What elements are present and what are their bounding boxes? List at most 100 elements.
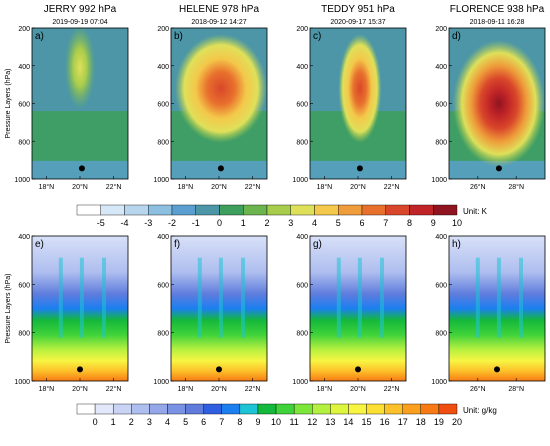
moist-column (475, 257, 480, 338)
colorbar-label: 16 (380, 417, 390, 427)
x-tick-label: 20°N (211, 385, 227, 393)
y-tick-label: 200 (157, 26, 169, 33)
colorbar-swatch (384, 403, 403, 415)
colorbar-swatch (94, 403, 114, 415)
x-tick-label: 20°N (72, 183, 88, 191)
colorbar-swatch (293, 403, 313, 415)
x-tick-label: 18°N (178, 183, 194, 191)
colorbar-label: 6 (359, 218, 364, 228)
moist-column (102, 257, 106, 338)
panel-time: 2018-09-11 16:28 (470, 19, 525, 26)
colorbar-label: 1 (241, 218, 246, 228)
storm-center-icon (216, 366, 222, 373)
y-tick-label: 600 (296, 282, 308, 289)
panel-label: a) (35, 31, 44, 42)
colorbar-label: 14 (343, 417, 353, 427)
colorbar-label: 8 (237, 417, 242, 427)
moist-column (79, 257, 84, 338)
y-tick-label: 400 (296, 234, 308, 241)
y-tick-label: 400 (157, 64, 169, 71)
y-tick-label: 1000 (14, 177, 30, 184)
panel-f: f) 400 600 800 1000 18°N 20°N 22°N (153, 234, 268, 393)
colorbar-swatch (76, 204, 101, 216)
colorbar-label: 7 (383, 218, 388, 228)
y-tick-label: 600 (435, 282, 447, 289)
colorbar-label: 15 (362, 417, 372, 427)
x-tick-label: 26°N (470, 385, 486, 393)
x-tick-label: 28°N (508, 183, 524, 191)
x-tick-label: 28°N (508, 385, 524, 393)
colorbar-swatch (76, 403, 96, 415)
panel-a: JERRY 992 hPa 2019-09-19 07:04 a) 200 400 600… (5, 4, 129, 191)
colorbar-swatch (438, 403, 458, 415)
colorbar-swatch (243, 204, 268, 216)
y-tick-label: 800 (296, 331, 308, 338)
colorbar-label: 10 (271, 417, 281, 427)
x-tick-label: 18°N (178, 385, 194, 393)
panel-label: c) (313, 31, 321, 42)
storm-center-icon (77, 366, 83, 373)
y-tick-label: 1000 (431, 177, 447, 184)
colorbar-label: 17 (398, 417, 408, 427)
y-tick-label: 800 (157, 331, 169, 338)
moist-column (496, 257, 501, 338)
colorbar-label: 20 (452, 417, 462, 427)
colorbar-label: 5 (183, 417, 188, 427)
colorbar-swatch (221, 403, 241, 415)
y-tick-label: 800 (435, 139, 447, 146)
colorbar-unit: Unit: g/kg (463, 406, 497, 415)
colorbar-unit: Unit: K (463, 207, 488, 216)
y-tick-label: 1000 (292, 379, 308, 386)
colorbar-swatch (112, 403, 132, 415)
colorbar-swatch (312, 403, 331, 415)
storm-center-icon (495, 165, 502, 172)
colorbar-swatch (361, 204, 386, 216)
colorbar-label: 10 (452, 218, 462, 228)
colorbar-label: 12 (307, 417, 317, 427)
panel-title: TEDDY 951 hPa (321, 4, 395, 15)
y-tick-label: 600 (157, 282, 169, 289)
panel-label: g) (313, 239, 322, 250)
colorbar-label: 3 (147, 417, 152, 427)
x-tick-label: 22°N (106, 385, 122, 393)
y-tick-label: 400 (435, 234, 447, 241)
panel-title: FLORENCE 938 hPa (450, 4, 545, 15)
panel-d: FLORENCE 938 hPa 2018-09-11 16:28 d) 200 400… (431, 4, 546, 191)
x-tick-label: 20°N (350, 183, 366, 191)
y-tick-label: 600 (18, 102, 30, 109)
x-tick-label: 18°N (317, 385, 333, 393)
colorbar-swatch (330, 403, 349, 415)
colorbar-swatch (409, 204, 434, 216)
y-tick-label: 600 (435, 102, 447, 109)
colorbar-swatch (124, 204, 149, 216)
x-tick-label: 22°N (245, 385, 261, 393)
colorbar-swatch (348, 403, 367, 415)
colorbar-swatch (366, 403, 385, 415)
panel-frame (448, 235, 546, 382)
panel-title: JERRY 992 hPa (44, 4, 117, 15)
colorbar-swatch (338, 204, 363, 216)
colorbar-label: -3 (144, 218, 152, 228)
y-axis-label: Pressure Layers (hPa) (5, 68, 12, 138)
colorbar-label: 9 (431, 218, 436, 228)
y-tick-label: 200 (18, 26, 30, 33)
y-tick-label: 400 (296, 64, 308, 71)
moist-column (357, 257, 362, 338)
panel-label: f) (174, 239, 180, 250)
y-tick-label: 1000 (153, 177, 169, 184)
y-tick-label: 600 (157, 102, 169, 109)
colorbar-label: 4 (312, 218, 317, 228)
warm-core (64, 24, 96, 110)
colorbar-swatch (290, 204, 315, 216)
panel-label: d) (452, 31, 461, 42)
moist-column (241, 257, 245, 338)
y-tick-label: 400 (18, 64, 30, 71)
x-tick-label: 18°N (317, 183, 333, 191)
colorbar-label: 11 (289, 417, 298, 427)
colorbar-label: 8 (407, 218, 412, 228)
panel-time: 2018-09-12 14:27 (191, 19, 246, 26)
warm-core (174, 34, 267, 143)
x-tick-label: 20°N (350, 385, 366, 393)
